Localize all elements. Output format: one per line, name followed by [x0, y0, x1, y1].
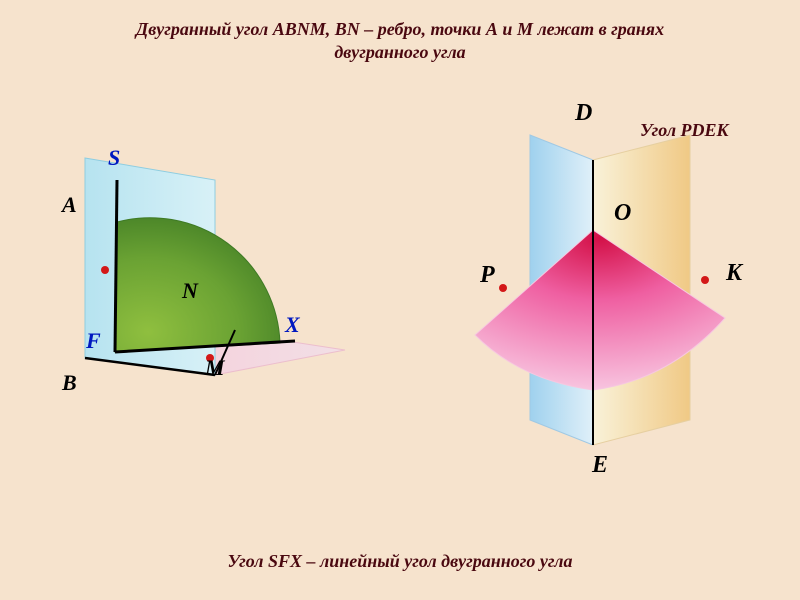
- point-p: [499, 284, 507, 292]
- point-m: [206, 354, 214, 362]
- angle-arc: [115, 218, 280, 352]
- edge-sf: [115, 180, 117, 352]
- right-diagram: [435, 100, 765, 475]
- footer-caption: Угол SFX – линейный угол двугранного угл…: [227, 551, 572, 572]
- left-diagram: [35, 140, 365, 445]
- point-k: [701, 276, 709, 284]
- point-a: [101, 266, 109, 274]
- title-line-1: Двугранный угол ABNM, BN – ребро, точки …: [136, 19, 664, 39]
- page-title: Двугранный угол ABNM, BN – ребро, точки …: [40, 18, 760, 65]
- title-line-2: двугранного угла: [334, 42, 465, 62]
- footer-text: Угол SFX – линейный угол двугранного угл…: [227, 551, 572, 571]
